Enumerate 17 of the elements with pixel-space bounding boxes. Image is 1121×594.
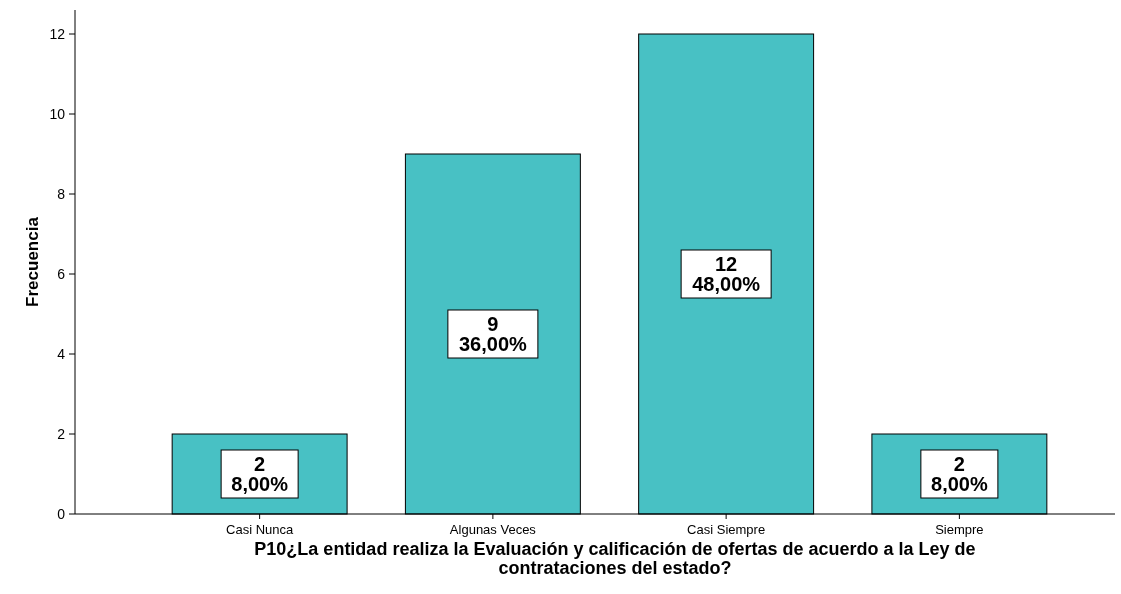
y-tick-label: 2 — [57, 426, 66, 442]
x-tick-label: Siempre — [935, 522, 984, 537]
y-tick-label: 4 — [57, 346, 66, 362]
y-tick-label: 10 — [49, 106, 66, 122]
x-axis-title: P10¿La entidad realiza la Evaluación y calificación de ofertas de acuerdo a la Ley de contrataciones del estado? — [254, 539, 976, 578]
x-tick-label: Algunas Veces — [449, 522, 537, 537]
y-tick-label: 8 — [57, 186, 66, 202]
y-tick-label: 12 — [49, 26, 66, 42]
data-label: 2 8,00% — [931, 453, 988, 495]
x-tick-label: Casi Siempre — [687, 522, 766, 537]
y-tick-label: 6 — [57, 266, 66, 282]
y-axis-title: Frecuencia — [23, 216, 42, 307]
x-tick-label: Casi Nunca — [226, 522, 294, 537]
data-label: 9 36,00% — [458, 313, 527, 355]
data-label: 12 48,00% — [692, 253, 761, 295]
y-tick-label: 0 — [57, 506, 66, 522]
data-label: 2 8,00% — [231, 453, 289, 495]
